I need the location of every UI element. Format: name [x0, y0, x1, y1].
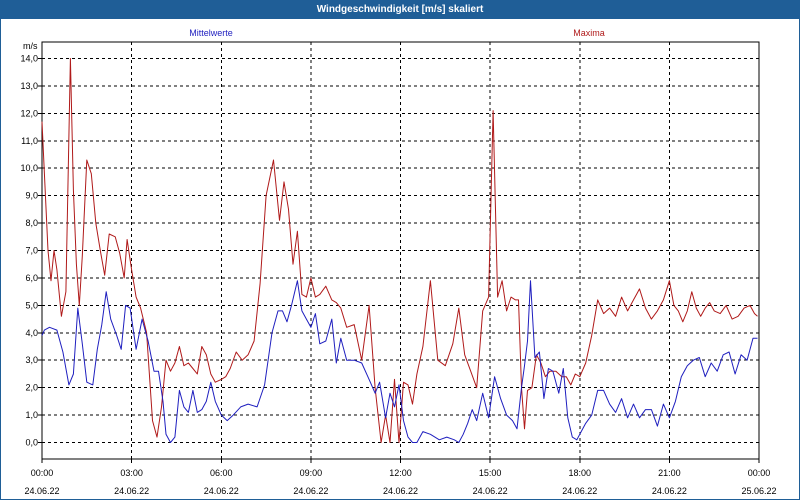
x-tick-time: 00:00	[31, 468, 54, 478]
y-axis-label: m/s	[23, 41, 38, 51]
x-tick-time: 21:00	[658, 468, 681, 478]
x-tick-time: 12:00	[389, 468, 412, 478]
y-tick-label: 12,0	[20, 108, 38, 118]
x-tick-time: 00:00	[748, 468, 771, 478]
y-tick-label: 5,0	[25, 300, 38, 310]
x-tick-date: 24.06.22	[473, 486, 508, 496]
x-tick-time: 18:00	[568, 468, 591, 478]
y-tick-label: 9,0	[25, 191, 38, 201]
y-tick-label: 3,0	[25, 355, 38, 365]
x-tick-date: 25.06.22	[741, 486, 776, 496]
x-tick-date: 24.06.22	[652, 486, 687, 496]
y-tick-label: 10,0	[20, 163, 38, 173]
x-tick-date: 24.06.22	[114, 486, 149, 496]
y-tick-label: 4,0	[25, 328, 38, 338]
y-tick-label: 11,0	[21, 136, 38, 146]
y-tick-label: 6,0	[25, 273, 38, 283]
y-tick-label: 14,0	[20, 53, 38, 63]
x-tick-date: 24.06.22	[204, 486, 239, 496]
legend-mittelwerte: Mittelwerte	[189, 28, 233, 38]
x-tick-date: 24.06.22	[562, 486, 597, 496]
y-tick-label: 1,0	[25, 410, 38, 420]
y-tick-label: 7,0	[25, 246, 38, 256]
series-mittelwerte-line	[41, 280, 758, 443]
x-tick-time: 15:00	[479, 468, 502, 478]
x-axis: 00:00 24.06.22 03:00 24.06.22 06:00 24.06.22 0…	[24, 459, 777, 496]
y-tick-label: 0,0	[25, 438, 38, 448]
y-tick-label: 8,0	[25, 218, 38, 228]
x-tick-date: 24.06.22	[293, 486, 328, 496]
y-axis: 0,0 1,0 2,0 3,0 4,0 5,0 6,0 7,0 8,0 9,0 10,0 11,0 12…	[20, 53, 42, 448]
legend-maxima: Maxima	[573, 28, 605, 38]
x-tick-time: 03:00	[120, 468, 143, 478]
x-tick-date: 24.06.22	[383, 486, 418, 496]
x-tick-time: 06:00	[210, 468, 233, 478]
y-tick-label: 2,0	[25, 383, 38, 393]
x-tick-time: 09:00	[300, 468, 323, 478]
x-tick-date: 24.06.22	[24, 486, 59, 496]
series-lines	[41, 58, 758, 443]
chart-title: Windgeschwindigkeit [m/s] skaliert	[1, 1, 799, 19]
y-tick-label: 13,0	[20, 81, 38, 91]
